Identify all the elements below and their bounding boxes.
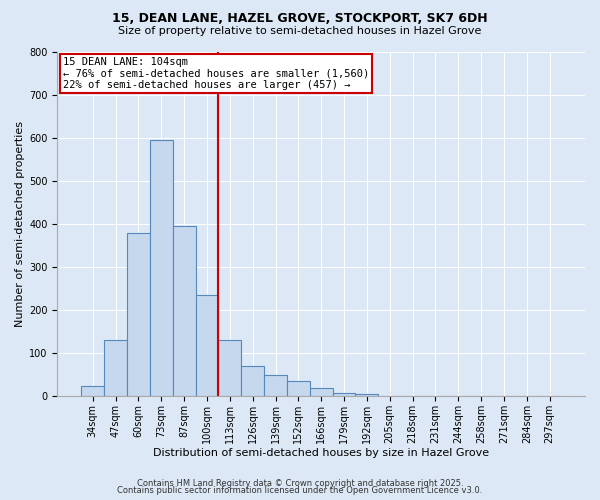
Y-axis label: Number of semi-detached properties: Number of semi-detached properties xyxy=(15,121,25,327)
Bar xyxy=(196,295,218,396)
Bar xyxy=(310,388,332,396)
Text: Contains public sector information licensed under the Open Government Licence v3: Contains public sector information licen… xyxy=(118,486,482,495)
Text: 15, DEAN LANE, HAZEL GROVE, STOCKPORT, SK7 6DH: 15, DEAN LANE, HAZEL GROVE, STOCKPORT, S… xyxy=(112,12,488,26)
Bar xyxy=(241,366,264,396)
Bar xyxy=(82,386,104,396)
Bar xyxy=(264,375,287,396)
Bar xyxy=(355,394,378,396)
X-axis label: Distribution of semi-detached houses by size in Hazel Grove: Distribution of semi-detached houses by … xyxy=(153,448,489,458)
Bar xyxy=(218,340,241,396)
Text: Contains HM Land Registry data © Crown copyright and database right 2025.: Contains HM Land Registry data © Crown c… xyxy=(137,478,463,488)
Bar xyxy=(332,393,355,396)
Bar xyxy=(150,140,173,396)
Bar xyxy=(287,381,310,396)
Bar xyxy=(104,340,127,396)
Text: 15 DEAN LANE: 104sqm
← 76% of semi-detached houses are smaller (1,560)
22% of se: 15 DEAN LANE: 104sqm ← 76% of semi-detac… xyxy=(62,56,369,90)
Text: Size of property relative to semi-detached houses in Hazel Grove: Size of property relative to semi-detach… xyxy=(118,26,482,36)
Bar xyxy=(127,232,150,396)
Bar xyxy=(173,226,196,396)
